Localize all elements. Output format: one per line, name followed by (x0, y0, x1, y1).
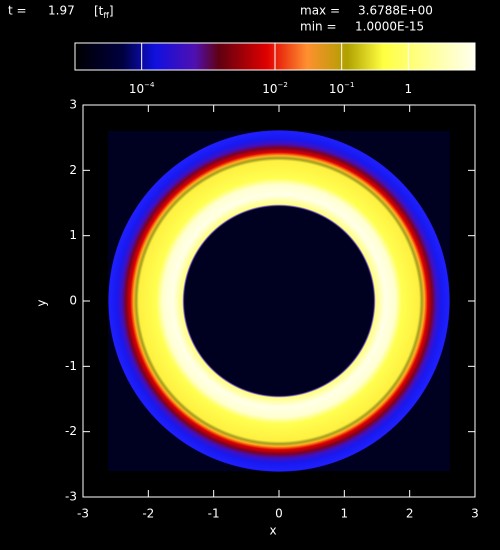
colorbar-tick-base: 10 (129, 82, 144, 96)
colorbar-tick-base: 10 (329, 82, 344, 96)
colorbar-tick-label: 1 (405, 82, 413, 96)
time-label: t = (8, 4, 27, 18)
y-tick-label: 3 (69, 98, 77, 112)
x-axis-label: x (269, 524, 276, 538)
min-label: min = (300, 20, 337, 34)
colorbar-tick-base: 10 (262, 82, 277, 96)
colorbar-tick-label: 10−2 (262, 81, 288, 96)
colorbar-tick-exponent: −4 (144, 81, 155, 89)
time-unit-close: ] (109, 4, 114, 18)
y-tick-label: -2 (65, 424, 77, 438)
density-ring (108, 130, 450, 472)
x-tick-label: -3 (77, 507, 89, 521)
x-tick-label: -2 (142, 507, 154, 521)
max-label: max = (300, 4, 340, 18)
y-tick-label: -3 (65, 490, 77, 504)
y-axis-label: y (35, 299, 49, 306)
colorbar-tick-label: 10−4 (129, 81, 155, 96)
y-tick-label: 0 (69, 294, 77, 308)
colorbar-tick-label: 10−1 (329, 81, 355, 96)
time-unit-base: [t (94, 4, 104, 18)
y-tick-label: -1 (65, 359, 77, 373)
time-value: 1.97 (48, 4, 75, 18)
min-value: 1.0000E-15 (355, 20, 424, 34)
colorbar-tick-base: 1 (405, 82, 413, 96)
x-tick-label: 1 (341, 507, 349, 521)
y-tick-label: 1 (69, 228, 77, 242)
x-tick-label: 0 (275, 507, 283, 521)
colorbar-tick-exponent: −1 (344, 81, 354, 89)
time-unit: [tff] (94, 4, 114, 20)
max-value: 3.6788E+00 (358, 4, 433, 18)
time-unit-sub: ff (103, 11, 109, 20)
x-tick-label: 2 (406, 507, 414, 521)
x-tick-label: -1 (208, 507, 220, 521)
colorbar-tick-exponent: −2 (277, 81, 287, 89)
y-tick-label: 2 (69, 163, 77, 177)
x-tick-label: 3 (471, 507, 479, 521)
